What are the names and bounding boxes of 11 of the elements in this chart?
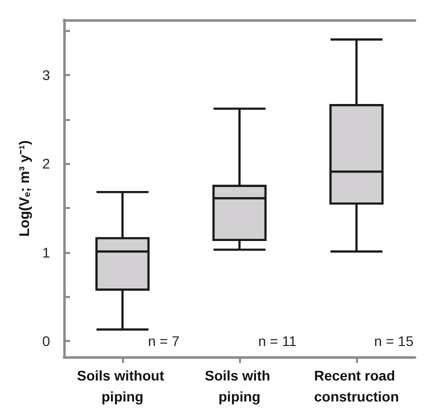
y-axis-title: Log(Ve; m³ y⁻¹)	[16, 140, 32, 237]
y-tick-label: 1	[42, 244, 50, 260]
annotation: n = 7	[148, 333, 180, 350]
annotation: n = 11	[258, 333, 297, 350]
x-tick-label: Recent road construction	[314, 368, 399, 404]
y-tick-label: 3	[42, 66, 50, 83]
x-tick-label: Soils with piping	[204, 368, 274, 404]
x-tick-label: Soils without piping	[77, 368, 168, 404]
annotation: n = 15	[374, 333, 414, 350]
y-tick-label: 0	[42, 333, 50, 350]
y-tick-label: 2	[42, 156, 50, 172]
